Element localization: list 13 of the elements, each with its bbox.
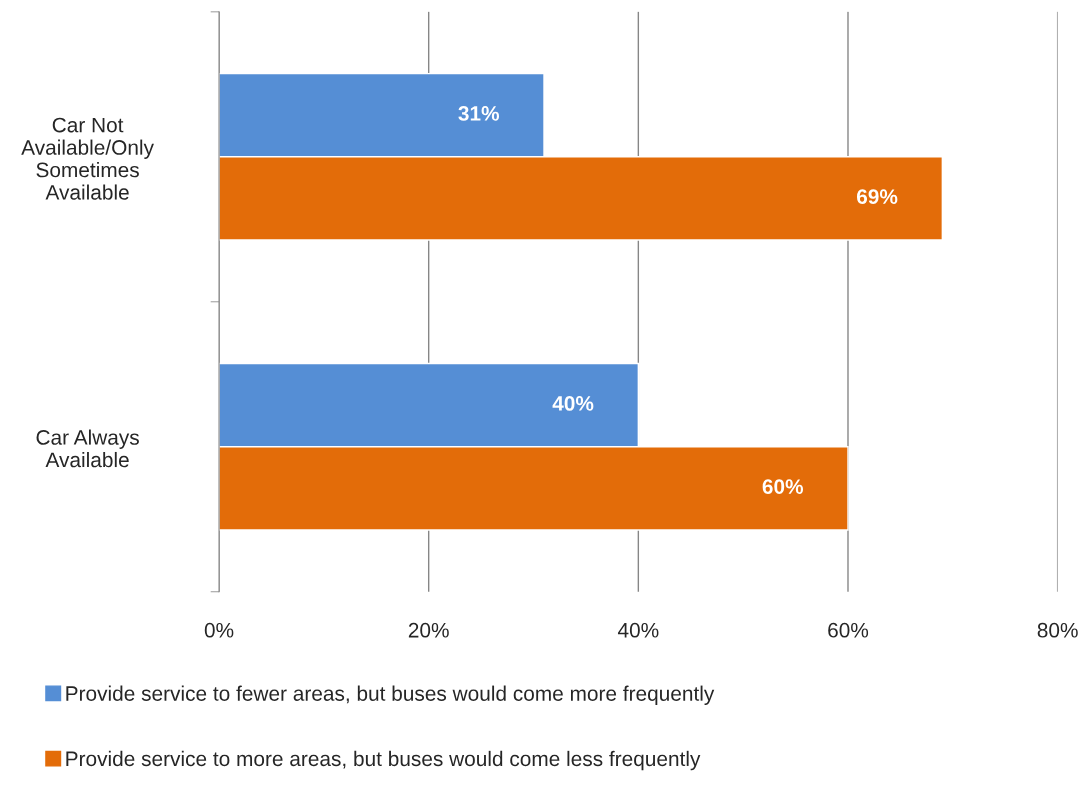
data-label: 60% xyxy=(762,479,804,494)
x-tick-label: 20% xyxy=(408,622,449,638)
data-label: 69% xyxy=(856,189,898,205)
x-tick-label: 0% xyxy=(204,622,234,638)
data-label: 31% xyxy=(458,106,500,121)
x-tick-label: 80% xyxy=(1037,622,1078,638)
y-tick-label: Car Not Available/Only Sometimes Available xyxy=(21,117,154,200)
x-tick-label: 40% xyxy=(617,622,659,638)
legend-label: Provide service to more areas, but buses would come less frequently xyxy=(66,750,701,771)
legend-label: Provide service to fewer areas, but buses would come more frequently xyxy=(66,685,715,705)
y-tick-label: Car Always Available xyxy=(36,429,139,468)
x-tick-label: 60% xyxy=(828,622,869,638)
data-label: 40% xyxy=(552,396,594,411)
